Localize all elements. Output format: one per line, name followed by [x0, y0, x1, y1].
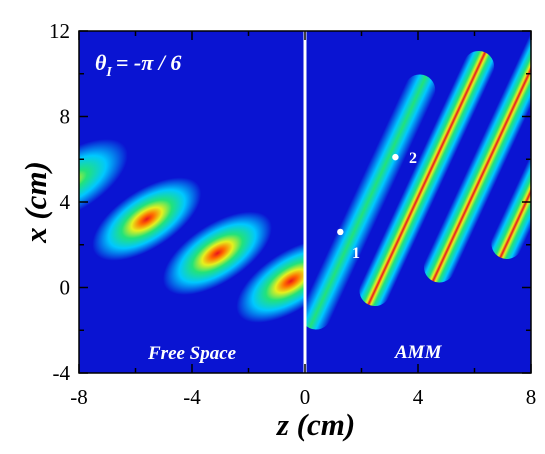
y-tick-label: -4 — [53, 361, 71, 385]
amm-beam-1 — [305, 74, 436, 330]
x-tick-label: 8 — [526, 385, 537, 409]
x-tick-label: 4 — [413, 385, 424, 409]
marker-point-2 — [392, 153, 399, 161]
marker-label-1: 1 — [352, 245, 360, 262]
region-label-free-space: Free Space — [147, 343, 237, 364]
marker-label-2: 2 — [409, 150, 417, 167]
free-space-pulse-3 — [162, 211, 272, 295]
angle-annotation: θI = -π / 6 — [95, 50, 181, 80]
heatmap-layer — [79, 31, 531, 330]
amm-field — [305, 31, 531, 330]
x-tick-label: 0 — [300, 385, 311, 409]
free-space-field — [79, 139, 305, 323]
x-tick-label: -4 — [183, 385, 201, 409]
y-axis-label: x (cm) — [18, 161, 53, 244]
free-space-pulse-4 — [236, 239, 305, 323]
x-tick-label: -8 — [70, 385, 88, 409]
amm-beam-3 — [423, 31, 531, 283]
marker-layer — [337, 153, 399, 236]
free-space-pulse-1 — [79, 139, 128, 223]
x-axis-label: z (cm) — [276, 407, 355, 442]
y-tick-label: 0 — [60, 276, 71, 300]
amm-beam-4 — [491, 31, 531, 259]
y-tick-label: 4 — [60, 190, 71, 214]
y-tick-label: 12 — [49, 19, 70, 43]
region-label-amm: AMM — [394, 342, 443, 363]
y-tick-label: 8 — [60, 105, 71, 129]
amm-beam-2 — [359, 50, 495, 307]
marker-point-1 — [337, 228, 344, 236]
free-space-pulse-2 — [92, 177, 202, 261]
